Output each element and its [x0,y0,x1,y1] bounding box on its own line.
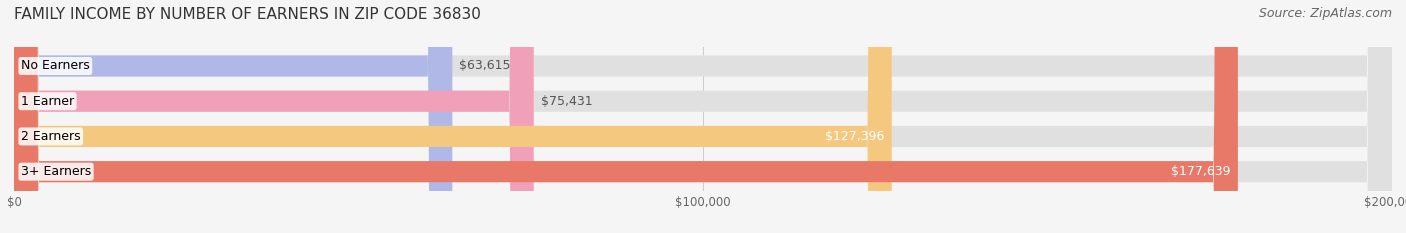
FancyBboxPatch shape [14,0,453,233]
FancyBboxPatch shape [14,0,1392,233]
FancyBboxPatch shape [14,0,1392,233]
FancyBboxPatch shape [14,0,534,233]
Text: $127,396: $127,396 [825,130,884,143]
FancyBboxPatch shape [14,0,1392,233]
Text: 2 Earners: 2 Earners [21,130,80,143]
Text: Source: ZipAtlas.com: Source: ZipAtlas.com [1258,7,1392,20]
Text: FAMILY INCOME BY NUMBER OF EARNERS IN ZIP CODE 36830: FAMILY INCOME BY NUMBER OF EARNERS IN ZI… [14,7,481,22]
Text: 1 Earner: 1 Earner [21,95,75,108]
Text: $177,639: $177,639 [1171,165,1232,178]
Text: $75,431: $75,431 [541,95,592,108]
FancyBboxPatch shape [14,0,891,233]
Text: No Earners: No Earners [21,59,90,72]
Text: 3+ Earners: 3+ Earners [21,165,91,178]
FancyBboxPatch shape [14,0,1237,233]
Text: $63,615: $63,615 [460,59,510,72]
FancyBboxPatch shape [14,0,1392,233]
